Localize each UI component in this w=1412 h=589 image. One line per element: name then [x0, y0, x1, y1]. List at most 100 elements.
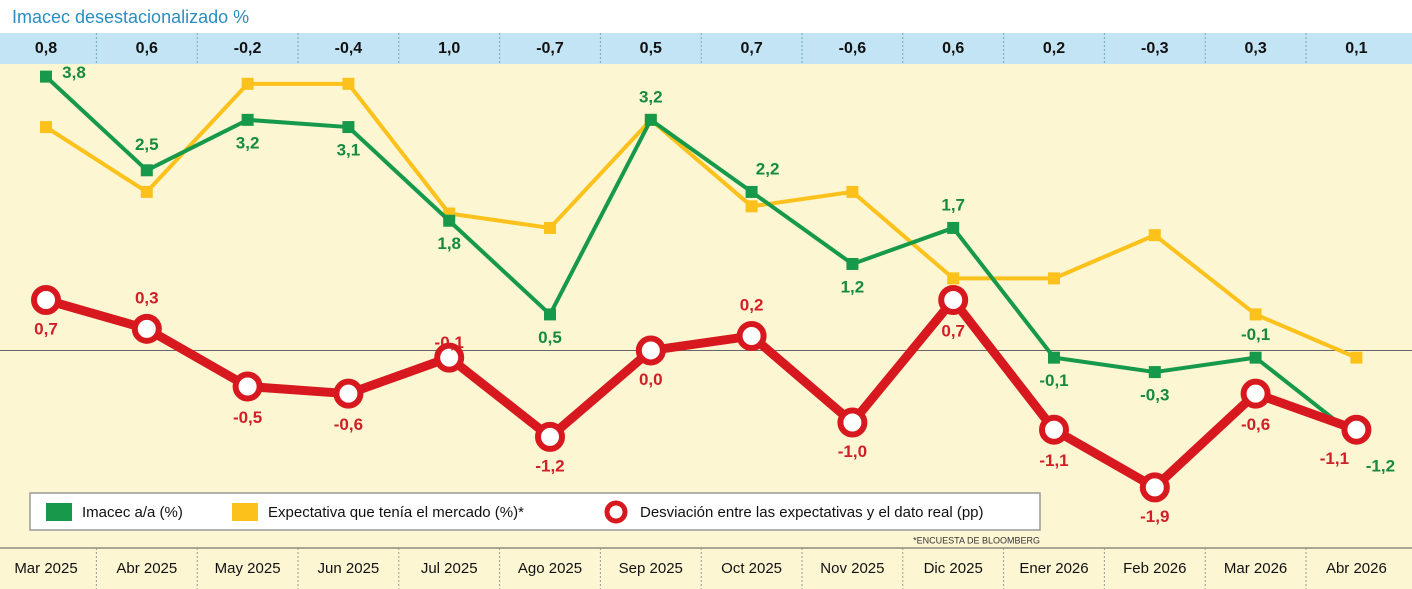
legend-label: Desviación entre las expectativas y el d…: [640, 504, 984, 521]
data-label: -0,1: [1039, 371, 1068, 390]
point-marker: [1139, 472, 1170, 503]
header-value: 0,5: [640, 40, 662, 57]
point-marker: [232, 371, 263, 402]
x-tick-label: Mar 2026: [1224, 560, 1287, 577]
data-label: 0,3: [135, 288, 159, 307]
point-marker: [40, 70, 52, 83]
data-label: 0,5: [538, 328, 562, 347]
x-tick-label: Sep 2025: [619, 560, 683, 577]
point-marker: [241, 77, 254, 90]
point-marker: [443, 214, 456, 227]
point-marker: [333, 378, 364, 409]
header-value: 0,6: [136, 40, 158, 57]
data-label: 1,2: [841, 277, 865, 296]
x-tick-label: Jun 2025: [318, 560, 380, 577]
point-marker: [31, 285, 61, 315]
point-marker: [140, 185, 153, 198]
x-tick-label: Ago 2025: [518, 560, 582, 577]
data-label: -0,6: [334, 415, 363, 434]
header-value: 1,0: [438, 40, 460, 57]
header-value: -0,7: [536, 40, 564, 57]
legend-swatch: [604, 500, 628, 524]
point-marker: [1240, 378, 1271, 409]
point-marker: [1341, 414, 1372, 445]
point-marker: [1048, 351, 1060, 364]
point-marker: [131, 313, 162, 344]
point-marker: [846, 185, 859, 198]
series-line: [44, 295, 1358, 492]
point-marker: [1249, 351, 1262, 364]
header-value: 0,6: [942, 40, 964, 57]
point-marker: [544, 308, 556, 321]
x-tick-label: Nov 2025: [820, 560, 884, 577]
legend-swatch: [232, 503, 258, 521]
point-marker: [938, 285, 969, 315]
point-marker: [837, 407, 868, 438]
data-label: -1,0: [838, 442, 867, 461]
point-marker: [434, 342, 465, 373]
footnote: *ENCUESTA DE BLOOMBERG: [913, 535, 1040, 545]
x-tick-label: Jul 2025: [421, 560, 478, 577]
data-label: -1,9: [1140, 507, 1169, 526]
point-marker: [535, 421, 565, 452]
point-marker: [140, 164, 153, 177]
header-value: -0,2: [234, 40, 262, 57]
point-marker: [947, 221, 960, 234]
point-marker: [1039, 414, 1069, 445]
x-tick-label: Ener 2026: [1019, 560, 1088, 577]
point-marker: [1148, 366, 1161, 379]
x-tick-label: Abr 2025: [116, 560, 177, 577]
point-marker: [736, 321, 767, 352]
data-label: -0,1: [1241, 325, 1270, 344]
series-line: [44, 75, 1358, 439]
data-label: -1,1: [1039, 451, 1068, 470]
point-marker: [342, 121, 355, 134]
x-tick-label: Dic 2025: [924, 560, 983, 577]
point-marker: [846, 257, 859, 270]
x-tick-label: Abr 2026: [1326, 560, 1387, 577]
point-marker: [1350, 351, 1363, 364]
point-marker: [544, 221, 556, 234]
header-value: 0,2: [1043, 40, 1065, 57]
header-value: 0,8: [35, 40, 57, 57]
data-label: -0,5: [233, 408, 262, 427]
x-tick-label: Mar 2025: [14, 560, 77, 577]
point-marker: [745, 200, 758, 213]
legend-label: Imacec a/a (%): [82, 504, 183, 521]
header-row: [0, 33, 1412, 64]
data-label: 0,7: [941, 321, 965, 340]
point-marker: [644, 113, 657, 126]
data-label: -1,2: [1366, 456, 1395, 475]
point-marker: [1048, 272, 1060, 285]
data-label: -1,1: [1320, 449, 1349, 468]
data-label: 0,2: [740, 296, 764, 315]
header-value: 0,7: [740, 40, 762, 57]
data-label: -1,2: [535, 456, 564, 475]
chart-title: Imacec desestacionalizado %: [12, 7, 249, 27]
series-line: [44, 81, 1358, 360]
data-label: 3,2: [236, 133, 260, 152]
legend-label: Expectativa que tenía el mercado (%)*: [268, 504, 524, 521]
x-tick-label: May 2025: [215, 560, 281, 577]
x-tick-label: Oct 2025: [721, 560, 782, 577]
data-label: -0,3: [1140, 386, 1169, 405]
data-label: 0,0: [639, 370, 663, 389]
point-marker: [635, 335, 666, 366]
point-marker: [1249, 308, 1262, 321]
header-value: 0,3: [1244, 40, 1266, 57]
data-label: 3,2: [639, 87, 663, 106]
legend-swatch: [46, 503, 72, 521]
data-label: -0,1: [435, 333, 464, 352]
point-marker: [1148, 229, 1161, 242]
data-label: 2,2: [756, 159, 780, 178]
data-label: 3,8: [62, 63, 86, 82]
header-value: -0,4: [335, 40, 363, 57]
data-label: 1,7: [941, 195, 965, 214]
x-tick-label: Feb 2026: [1123, 560, 1186, 577]
point-marker: [241, 113, 254, 126]
header-value: -0,3: [1141, 40, 1169, 57]
title-bar: [0, 0, 1412, 33]
point-marker: [40, 121, 52, 134]
